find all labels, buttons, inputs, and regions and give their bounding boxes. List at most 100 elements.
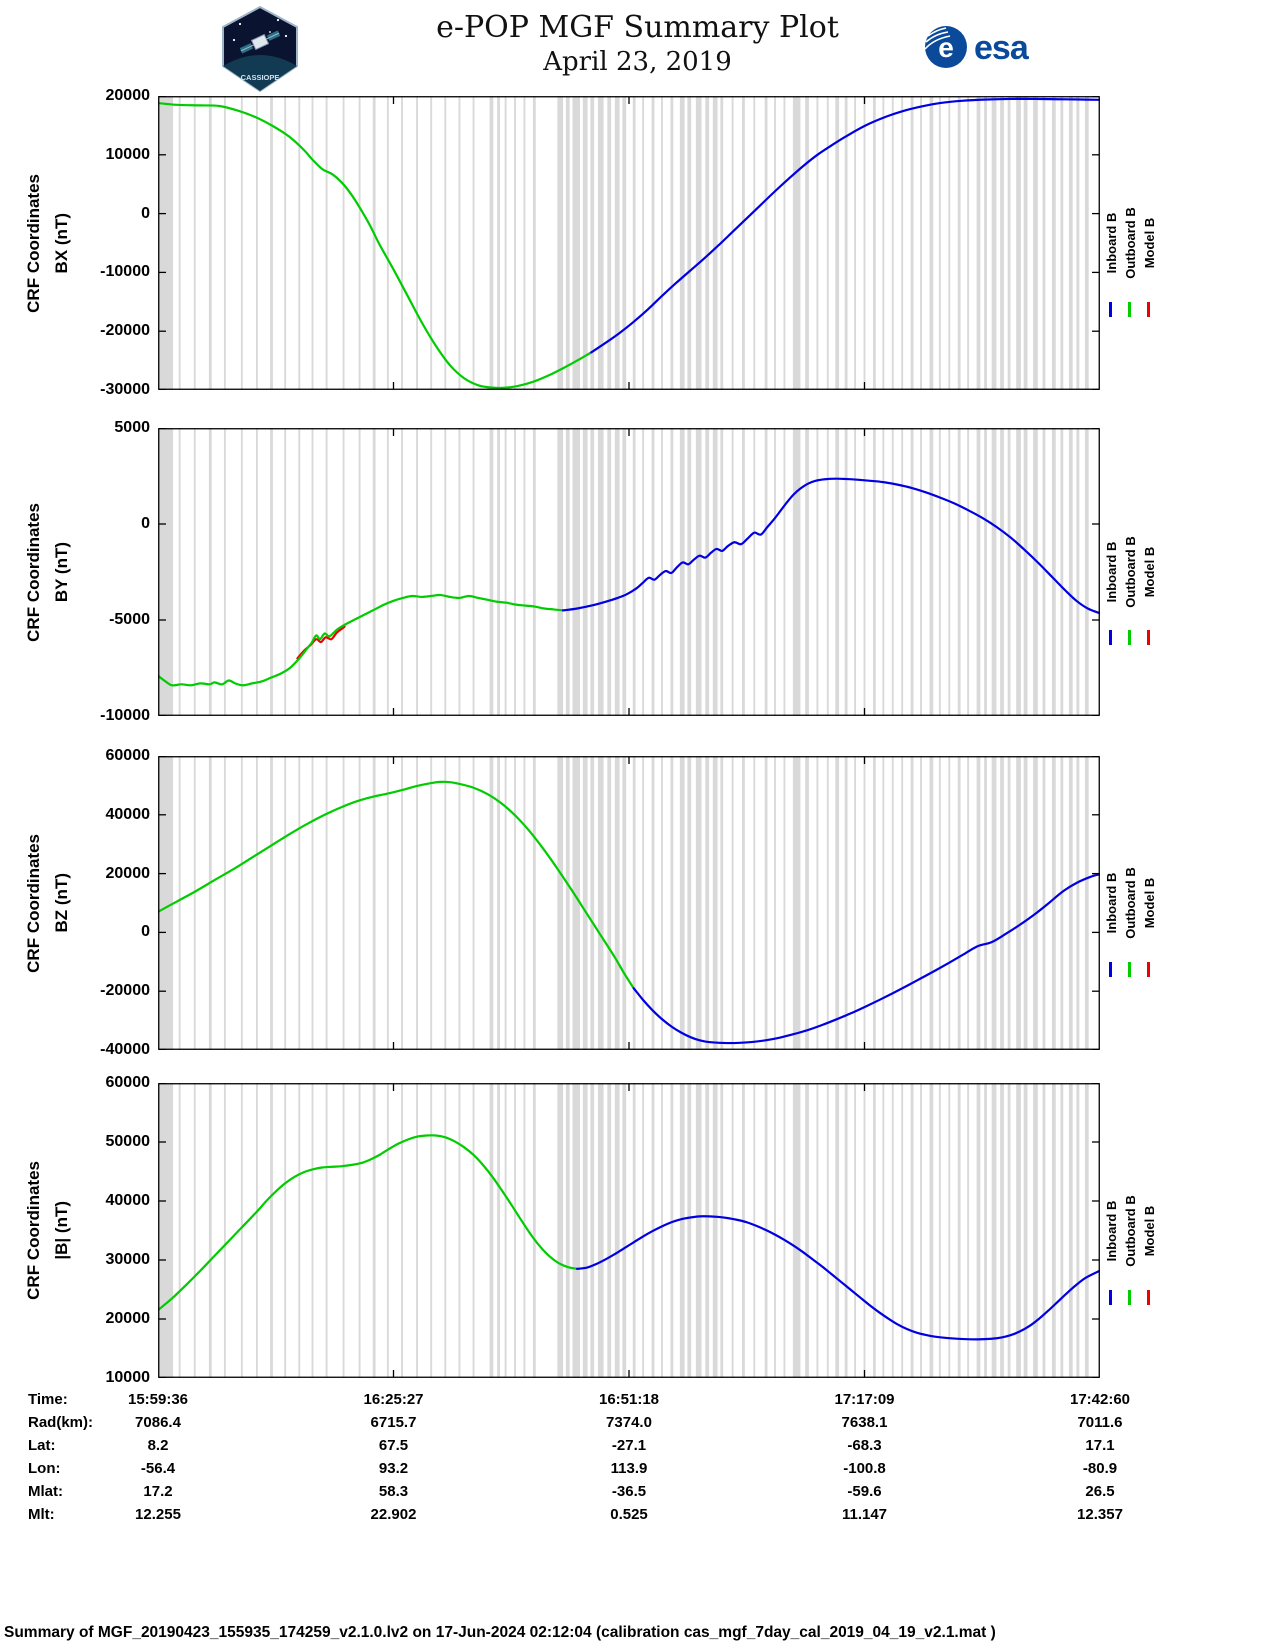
telemetry-gap-stripe xyxy=(208,756,212,1050)
table-cell: 11.147 xyxy=(841,1506,888,1523)
telemetry-gap-stripe xyxy=(458,1083,461,1378)
telemetry-gap-stripe xyxy=(872,428,876,716)
telemetry-gap-stripe xyxy=(731,756,734,1050)
telemetry-gap-stripe xyxy=(687,428,692,716)
telemetry-gap-stripe xyxy=(255,1083,258,1378)
telemetry-gap-stripe xyxy=(792,428,801,716)
telemetry-gap-stripe xyxy=(774,428,776,716)
telemetry-gap-stripe xyxy=(920,756,922,1050)
telemetry-gap-stripe xyxy=(532,1083,536,1378)
telemetry-gap-stripe xyxy=(742,428,745,716)
telemetry-gap-stripe xyxy=(416,96,418,390)
telemetry-gap-stripe xyxy=(325,96,328,390)
telemetry-gap-stripe xyxy=(193,428,196,716)
table-cell: 58.3 xyxy=(378,1483,409,1500)
telemetry-gap-stripe xyxy=(458,756,461,1050)
telemetry-gap-stripe xyxy=(489,1083,494,1378)
telemetry-gap-stripe xyxy=(523,756,526,1050)
telemetry-gap-stripe xyxy=(1051,428,1056,716)
telemetry-gap-stripe xyxy=(938,428,941,716)
telemetry-gap-stripe xyxy=(742,1083,745,1378)
legend-line-sample xyxy=(1109,961,1112,977)
y-tick-label: -20000 xyxy=(100,322,150,340)
telemetry-gap-stripe xyxy=(223,1083,226,1378)
telemetry-gap-stripe xyxy=(444,428,447,716)
telemetry-gap-stripe xyxy=(901,428,904,716)
telemetry-gap-stripe xyxy=(632,1083,636,1378)
telemetry-gap-stripe xyxy=(661,96,663,390)
table-row: Rad(km): 7086.4 6715.7 7374.0 7638.1 7011.6 xyxy=(0,1414,1275,1437)
telemetry-gap-stripe xyxy=(1016,1083,1021,1378)
telemetry-gap-stripe xyxy=(835,1083,840,1378)
telemetry-gap-stripe xyxy=(240,1083,243,1378)
table-cell: 26.5 xyxy=(1085,1483,1115,1500)
telemetry-gap-stripe xyxy=(622,1083,627,1378)
table-cell: 22.902 xyxy=(370,1506,417,1523)
telemetry-gap-stripe xyxy=(504,1083,507,1378)
telemetry-gap-stripe xyxy=(372,428,376,716)
y-tick-label: 0 xyxy=(141,923,150,941)
telemetry-gap-stripe xyxy=(670,756,674,1050)
telemetry-gap-stripe xyxy=(792,756,801,1050)
telemetry-gap-stripe xyxy=(614,756,620,1050)
telemetry-gap-stripe xyxy=(311,96,314,390)
table-cell: -80.9 xyxy=(1082,1460,1118,1477)
telemetry-gap-stripe xyxy=(1007,96,1011,390)
telemetry-gap-stripe xyxy=(651,96,655,390)
telemetry-gap-stripe xyxy=(1023,428,1028,716)
telemetry-gap-stripe xyxy=(891,1083,894,1378)
legend-label-model-b: Model B xyxy=(1142,546,1157,598)
telemetry-gap-stripe xyxy=(1076,756,1080,1050)
telemetry-gap-stripe xyxy=(386,96,389,390)
telemetry-gap-stripe xyxy=(614,1083,620,1378)
table-row-label: Time: xyxy=(28,1391,68,1408)
table-cell: 17:17:09 xyxy=(834,1391,895,1408)
table-row-label: Mlt: xyxy=(28,1506,55,1523)
telemetry-gap-stripe xyxy=(1033,756,1038,1050)
telemetry-gap-stripe xyxy=(582,428,588,716)
telemetry-gap-stripe xyxy=(607,96,612,390)
telemetry-gap-stripe xyxy=(891,96,894,390)
telemetry-gap-stripe xyxy=(651,756,655,1050)
axis-group-label: CRF Coordinates xyxy=(24,173,43,313)
table-cell: 17.1 xyxy=(1085,1437,1115,1454)
esa-emblem-e: e xyxy=(938,32,954,63)
telemetry-gap-stripe xyxy=(284,756,287,1050)
legend-label-inboard-b: Inboard B xyxy=(1104,541,1119,603)
series-outboard-b xyxy=(158,780,635,990)
telemetry-gap-stripe xyxy=(514,1083,516,1378)
patch-earth-arc xyxy=(223,55,297,91)
telemetry-gap-stripe xyxy=(514,756,516,1050)
cassiope-mission-patch-logo: CASSIOPE xyxy=(222,6,298,92)
table-row: Lon: -56.4 93.2 113.9 -100.8 -80.9 xyxy=(0,1460,1275,1483)
telemetry-gap-stripe xyxy=(504,96,507,390)
series-outboard-b xyxy=(158,593,565,687)
telemetry-gap-stripe xyxy=(882,96,885,390)
telemetry-gap-stripe xyxy=(557,428,564,716)
y-tick-label: 10000 xyxy=(105,145,151,163)
telemetry-gap-stripe xyxy=(1007,428,1011,716)
telemetry-gap-stripe xyxy=(497,96,500,390)
telemetry-gap-stripe xyxy=(1007,1083,1011,1378)
page-title: e-POP MGF Summary Plot xyxy=(436,10,839,45)
esa-logo: e esa xyxy=(924,26,1031,68)
telemetry-gap-stripe xyxy=(882,1083,885,1378)
axis-ylabel-wrap: BY (nT) xyxy=(50,428,74,716)
telemetry-gap-stripe xyxy=(957,428,961,716)
telemetry-gap-stripe xyxy=(863,96,866,390)
telemetry-gap-stripe xyxy=(1060,1083,1064,1378)
telemetry-gap-stripe xyxy=(342,428,345,716)
telemetry-gap-stripe xyxy=(805,96,809,390)
telemetry-gap-stripe xyxy=(783,756,786,1050)
telemetry-gap-stripe xyxy=(1076,96,1080,390)
telemetry-gap-stripe xyxy=(805,756,809,1050)
y-tick-label: 40000 xyxy=(105,805,151,823)
telemetry-gap-stripe xyxy=(489,96,494,390)
telemetry-gap-stripe xyxy=(444,756,447,1050)
telemetry-gap-stripe xyxy=(565,756,570,1050)
table-cell: 0.525 xyxy=(610,1506,648,1523)
telemetry-gap-stripe xyxy=(844,756,848,1050)
telemetry-gap-stripe xyxy=(208,428,212,716)
telemetry-gap-stripe xyxy=(632,96,636,390)
table-cell: -100.8 xyxy=(843,1460,886,1477)
